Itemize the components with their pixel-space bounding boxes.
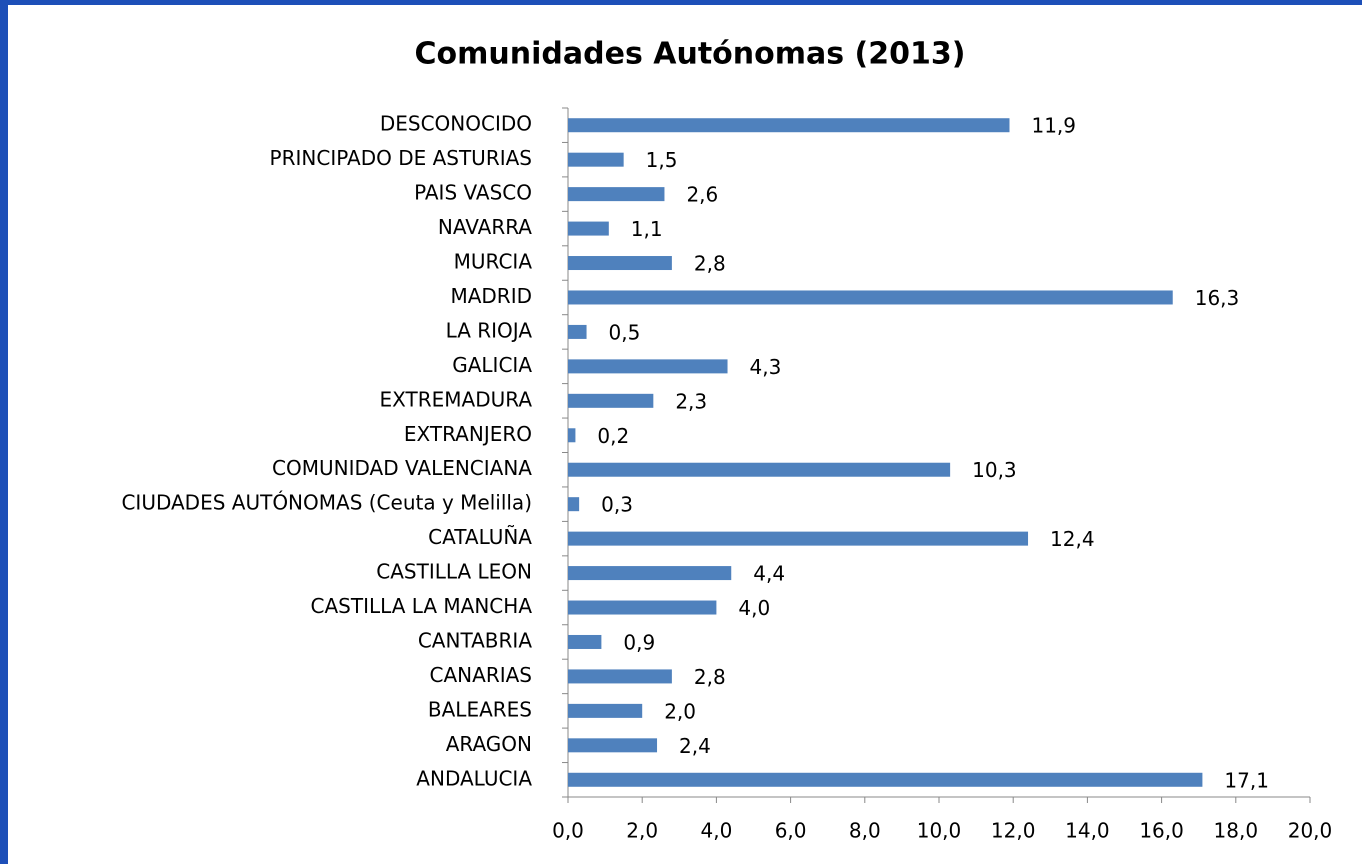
data-label: 2,4: [679, 734, 711, 758]
x-tick-label: 20,0: [1288, 819, 1333, 843]
data-label: 4,3: [750, 355, 782, 379]
x-tick-label: 18,0: [1214, 819, 1259, 843]
bar: [568, 187, 665, 202]
y-tick-label: MURCIA: [454, 250, 533, 274]
data-label: 2,8: [694, 665, 726, 689]
x-tick-label: 8,0: [849, 819, 881, 843]
y-tick-label: EXTREMADURA: [380, 387, 533, 411]
bar: [568, 221, 609, 236]
data-label: 0,2: [597, 424, 629, 448]
x-tick-label: 16,0: [1139, 819, 1184, 843]
data-label: 17,1: [1224, 768, 1269, 792]
bar: [568, 772, 1203, 787]
y-tick-label: CATALUÑA: [428, 525, 532, 549]
x-tick-label: 4,0: [700, 819, 732, 843]
y-tick-label: CASTILLA LA MANCHA: [311, 594, 533, 618]
frame: [8, 5, 1362, 864]
bar: [568, 566, 732, 581]
y-tick-label: ARAGON: [446, 732, 532, 756]
y-tick-label: COMUNIDAD VALENCIANA: [272, 456, 532, 480]
data-label: 2,3: [675, 389, 707, 413]
y-tick-label: DESCONOCIDO: [380, 112, 532, 136]
data-label: 4,0: [738, 596, 770, 620]
bar: [568, 152, 624, 167]
y-tick-label: BALEARES: [428, 697, 532, 721]
bar: [568, 462, 951, 477]
bar: [568, 359, 728, 374]
bar: [568, 290, 1173, 305]
y-tick-label: CIUDADES AUTÓNOMAS (Ceuta y Melilla): [121, 491, 532, 515]
bar: [568, 428, 576, 443]
x-tick-label: 12,0: [991, 819, 1036, 843]
x-tick-label: 14,0: [1065, 819, 1110, 843]
chart-title: Comunidades Autónomas (2013): [415, 37, 966, 72]
bar: [568, 600, 717, 615]
y-tick-label: ANDALUCIA: [416, 766, 532, 790]
x-tick-label: 10,0: [917, 819, 962, 843]
data-label: 2,8: [694, 252, 726, 276]
y-tick-label: LA RIOJA: [446, 318, 533, 342]
data-label: 2,6: [686, 183, 718, 207]
bar: [568, 256, 672, 271]
bar: [568, 531, 1029, 546]
data-label: 0,3: [601, 493, 633, 517]
y-tick-label: PRINCIPADO DE ASTURIAS: [270, 146, 532, 170]
bar: [568, 738, 658, 753]
y-tick-label: NAVARRA: [438, 215, 532, 239]
data-label: 4,4: [753, 562, 785, 586]
data-label: 0,5: [609, 320, 641, 344]
y-tick-label: CASTILLA LEON: [376, 560, 532, 584]
y-tick-label: EXTRANJERO: [404, 422, 532, 446]
x-tick-label: 2,0: [626, 819, 658, 843]
x-tick-label: 6,0: [775, 819, 807, 843]
data-label: 16,3: [1195, 286, 1240, 310]
bar: [568, 634, 602, 649]
bar: [568, 497, 580, 512]
bar: [568, 324, 587, 339]
bar: [568, 118, 1010, 133]
data-label: 2,0: [664, 699, 696, 723]
data-label: 10,3: [972, 458, 1017, 482]
data-label: 1,1: [631, 217, 663, 241]
y-tick-label: MADRID: [450, 284, 532, 308]
bar: [568, 703, 643, 718]
data-label: 12,4: [1050, 527, 1095, 551]
bar: [568, 393, 654, 408]
bar: [568, 669, 672, 684]
y-tick-label: CANTABRIA: [418, 628, 532, 652]
y-tick-label: CANARIAS: [430, 663, 532, 687]
y-tick-label: GALICIA: [452, 353, 532, 377]
y-tick-label: PAIS VASCO: [414, 181, 532, 205]
data-label: 1,5: [646, 148, 678, 172]
x-tick-label: 0,0: [552, 819, 584, 843]
data-label: 0,9: [623, 630, 655, 654]
data-label: 11,9: [1031, 114, 1076, 138]
